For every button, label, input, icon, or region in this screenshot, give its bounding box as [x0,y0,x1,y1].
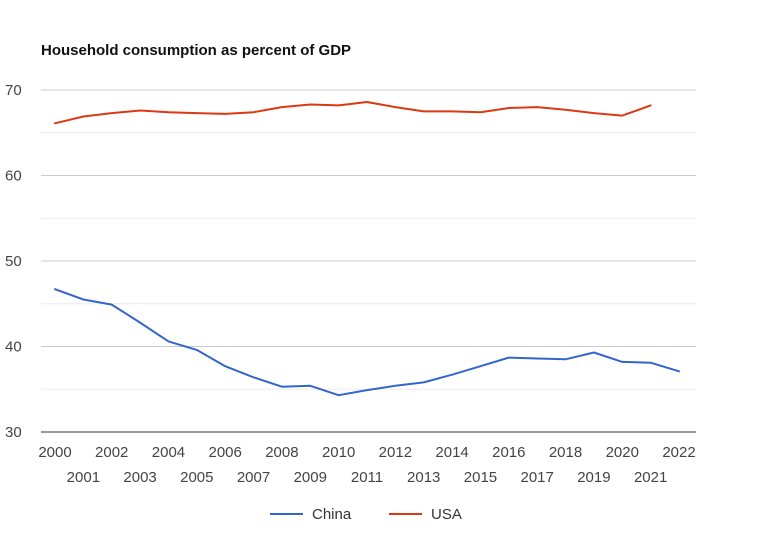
data-point-usa [54,122,56,124]
series-line-china [54,288,680,397]
data-point-usa [621,115,623,117]
x-tick-label: 2021 [634,469,667,486]
y-tick-label: 70 [5,82,22,99]
data-point-china [423,381,425,383]
data-point-usa [281,106,283,108]
x-tick-label: 2004 [152,444,185,461]
data-point-usa [309,104,311,106]
data-point-usa [565,109,567,111]
data-point-china [479,365,481,367]
data-point-usa [536,106,538,108]
data-point-china [678,370,680,372]
y-tick-label: 40 [5,339,22,356]
x-tick-label: 2010 [322,444,355,461]
x-tick-label: 2016 [492,444,525,461]
data-point-china [82,298,84,300]
y-axis-ticks: 30 40 50 60 70 [5,82,22,441]
x-tick-label: 2022 [662,444,695,461]
x-tick-label: 2011 [351,469,383,486]
data-point-usa [224,113,226,115]
data-point-usa [394,106,396,108]
data-point-china [366,389,368,391]
x-tick-label: 2018 [549,444,582,461]
x-tick-label: 2019 [577,469,610,486]
data-point-usa [479,111,481,113]
data-point-usa [650,104,652,106]
data-point-china [451,374,453,376]
y-tick-label: 60 [5,168,22,185]
data-point-china [593,351,595,353]
data-point-china [281,386,283,388]
data-point-china [167,340,169,342]
data-point-china [309,385,311,387]
data-point-china [338,394,340,396]
x-tick-label: 2017 [520,469,553,486]
data-point-china [54,288,56,290]
data-point-usa [338,104,340,106]
x-tick-label: 2002 [95,444,128,461]
x-tick-label: 2003 [123,469,156,486]
data-point-usa [423,110,425,112]
data-point-usa [451,110,453,112]
series-line-usa [54,101,652,125]
data-point-usa [139,110,141,112]
legend-label-china: China [312,506,352,523]
x-tick-label: 2014 [435,444,468,461]
data-point-usa [167,111,169,113]
data-point-china [253,376,255,378]
chart-title: Household consumption as percent of GDP [41,42,351,59]
legend: China USA [270,506,462,523]
data-point-usa [82,116,84,118]
data-point-usa [593,112,595,114]
data-point-usa [253,111,255,113]
x-tick-label: 2012 [379,444,412,461]
x-tick-label: 2005 [180,469,213,486]
y-tick-label: 30 [5,424,22,441]
data-point-china [139,322,141,324]
legend-label-usa: USA [431,506,462,523]
y-tick-label: 50 [5,253,22,270]
data-point-usa [196,112,198,114]
x-tick-label: 2009 [294,469,327,486]
x-tick-label: 2007 [237,469,270,486]
data-point-china [536,357,538,359]
series-lines [54,101,680,397]
data-point-china [224,365,226,367]
data-point-china [111,304,113,306]
x-tick-label: 2015 [464,469,497,486]
data-point-usa [366,101,368,103]
data-point-china [650,362,652,364]
data-point-china [394,385,396,387]
gridlines [41,89,696,433]
data-point-china [565,358,567,360]
x-tick-label: 2000 [38,444,71,461]
x-tick-label: 2020 [606,444,639,461]
data-point-china [621,361,623,363]
x-tick-label: 2013 [407,469,440,486]
data-point-usa [508,107,510,109]
x-tick-label: 2006 [208,444,241,461]
x-tick-label: 2001 [67,469,100,486]
data-point-china [196,349,198,351]
data-point-china [508,357,510,359]
data-point-usa [111,112,113,114]
x-axis-ticks: 2000 2001 2002 2003 2004 2005 2006 2007 2008 2009… [38,444,695,486]
x-tick-label: 2008 [265,444,298,461]
